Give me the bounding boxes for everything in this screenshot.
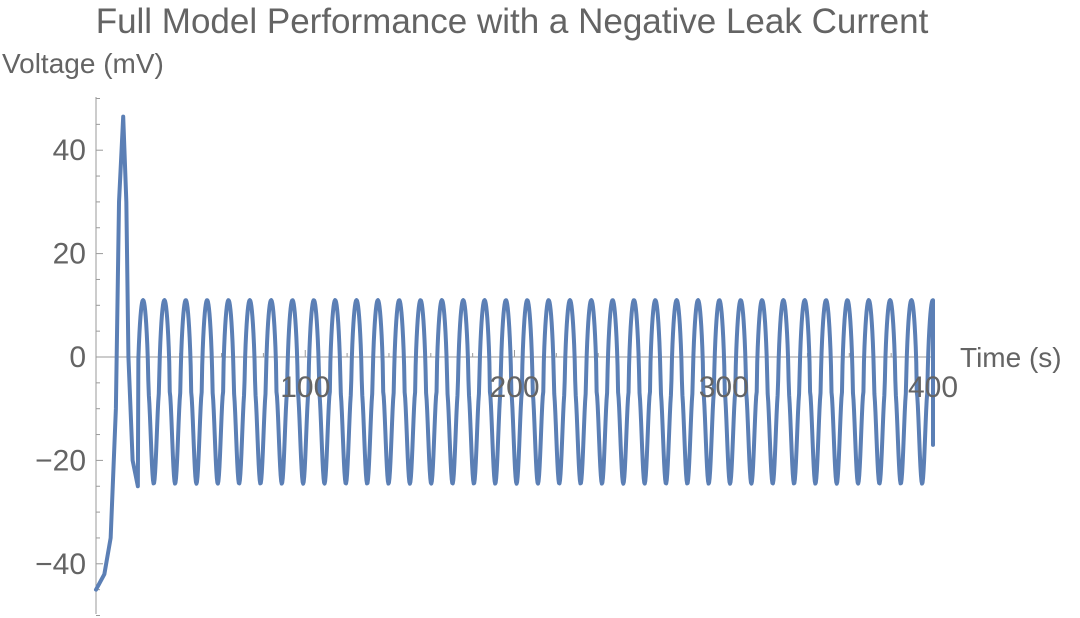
x-axis-label: Time (s) (960, 342, 1062, 373)
y-tick-label: 40 (53, 134, 86, 167)
y-tick-label: −40 (35, 548, 86, 581)
series-layer (94, 114, 935, 592)
x-tick-label: 300 (699, 371, 749, 404)
x-tick-label: 400 (908, 371, 958, 404)
y-axis-label: Voltage (mV) (2, 48, 164, 79)
tick-labels: −40 −20 0 20 40 100 200 300 400 (35, 134, 958, 581)
chart-title: Full Model Performance with a Negative L… (96, 2, 929, 41)
x-tick-label: 100 (280, 371, 330, 404)
y-tick-label: 20 (53, 238, 86, 271)
series-line-voltage (94, 114, 935, 592)
y-tick-label: 0 (69, 341, 86, 374)
y-tick-label: −20 (35, 444, 86, 477)
x-tick-label: 200 (489, 371, 539, 404)
